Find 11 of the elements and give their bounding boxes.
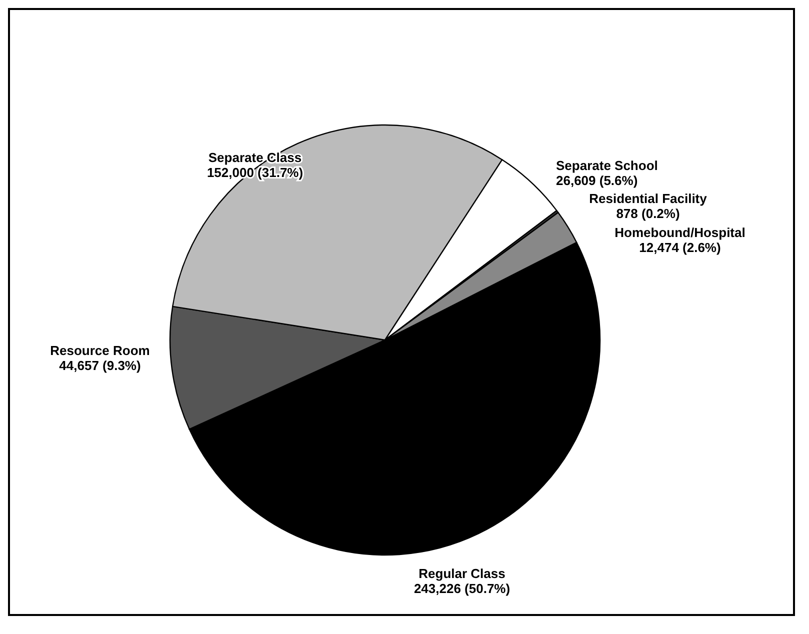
slice-label: Separate Class [208, 150, 302, 165]
slice-label: Residential Facility [589, 191, 708, 206]
slice-label: Regular Class [418, 566, 506, 581]
slice-label: Homebound/Hospital [614, 225, 746, 240]
data-label: 243,226 (50.7%) [414, 581, 510, 596]
data-label: 44,657 (9.3%) [59, 358, 141, 373]
slice-label: Resource Room [50, 343, 150, 358]
data-label: 878 (0.2%) [616, 206, 680, 221]
slice-label: Separate School [556, 158, 658, 173]
data-label: 26,609 (5.6%) [556, 173, 638, 188]
data-label: 12,474 (2.6%) [639, 240, 721, 255]
